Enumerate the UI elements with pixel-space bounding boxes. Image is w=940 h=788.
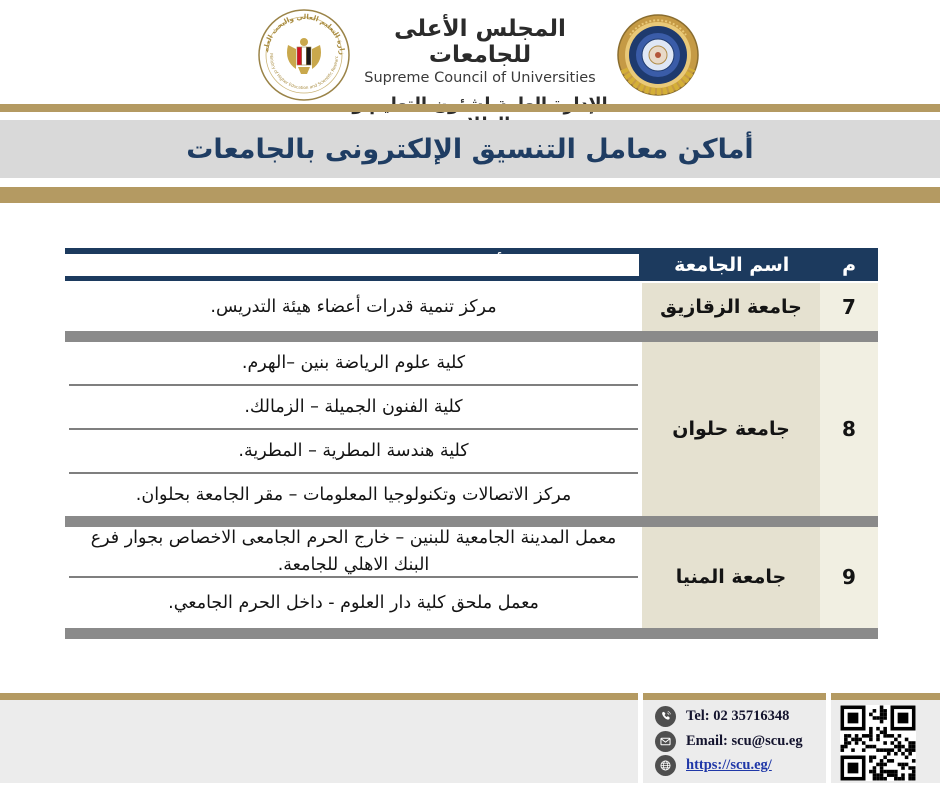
lab-location-cell: كلية هندسة المطرية – المطرية.	[69, 428, 638, 472]
university-name-cell: جامعة حلوان	[642, 342, 820, 516]
org-title-english: Supreme Council of Universities	[364, 69, 596, 86]
document-header: وزارة التعليم العالي والبحث العلمي Minis…	[0, 0, 940, 135]
phone-label: Tel:	[686, 708, 710, 724]
table-row: 7 جامعة الزقازيق مركز تنمية قدرات أعضاء هي…	[65, 283, 878, 331]
lab-locations-stack: معمل المدينة الجامعية للبنين – خارج الحر…	[69, 527, 638, 628]
footer-gold-bar-top	[0, 693, 940, 700]
page-title: أماكن معامل التنسيق الإلكترونى بالجامعات	[186, 133, 754, 165]
table-row: 9 جامعة المنيا معمل المدينة الجامعية للبني…	[65, 527, 878, 628]
gold-divider-under-title	[0, 187, 940, 203]
university-name-cell: جامعة المنيا	[642, 527, 820, 628]
lab-locations-stack: كلية علوم الرياضة بنين –الهرم. كلية الفنو…	[69, 342, 638, 516]
email-text: Email: scu@scu.eg	[686, 733, 803, 750]
org-title-block: المجلس الأعلى للجامعات Supreme Council o…	[352, 16, 608, 135]
university-name-cell: جامعة الزقازيق	[642, 283, 820, 331]
universities-table: م اسم الجامعة أماكن معامل التنسيق الالكت…	[65, 248, 878, 639]
ministry-emblem-icon: وزارة التعليم العالي والبحث العلمي Minis…	[254, 3, 350, 101]
table-row: 8 جامعة حلوان كلية علوم الرياضة بنين –الهر…	[65, 342, 878, 516]
contact-url-row: https://scu.eg/	[655, 755, 820, 776]
row-separator	[65, 331, 878, 342]
lab-location-cell: كلية الفنون الجميلة – الزمالك.	[69, 384, 638, 428]
col-header-locations: أماكن معامل التنسيق الالكترونى	[65, 253, 640, 276]
col-header-number: م	[842, 253, 857, 276]
scu-gold-seal-icon	[612, 11, 704, 103]
footer-divider-left	[638, 693, 643, 783]
row-separator	[65, 627, 878, 639]
lab-location-cell: مركز تنمية قدرات أعضاء هيئة التدريس.	[210, 296, 497, 317]
lab-location-cell: معمل المدينة الجامعية للبنين – خارج الحر…	[90, 528, 617, 575]
row-separator	[65, 516, 878, 527]
table-header-row: م اسم الجامعة أماكن معامل التنسيق الالكت…	[65, 248, 878, 283]
lab-location-cell: كلية علوم الرياضة بنين –الهرم.	[241, 352, 466, 373]
website-link[interactable]: https://scu.eg/	[686, 757, 772, 773]
title-band: أماكن معامل التنسيق الإلكترونى بالجامعات	[0, 120, 940, 178]
phone-text: Tel: 02 35716348	[686, 708, 789, 725]
globe-icon	[655, 755, 676, 776]
lab-location-cell: معمل ملحق كلية دار العلوم - داخل الحرم ا…	[69, 576, 638, 627]
qr-code	[840, 705, 916, 781]
phone-value: 02 35716348	[713, 708, 790, 724]
contact-phone-row: Tel: 02 35716348	[655, 706, 820, 727]
col-header-university: اسم الجامعة	[674, 253, 790, 276]
org-title-arabic: المجلس الأعلى للجامعات	[394, 16, 566, 69]
email-icon	[655, 730, 676, 752]
lab-location-cell: مركز الاتصالات وتكنولوجيا المعلومات – مق…	[69, 472, 638, 516]
row-number-cell: 7	[820, 283, 878, 331]
phone-icon	[655, 706, 676, 727]
contact-email-row: Email: scu@scu.eg	[655, 730, 820, 752]
row-number-cell: 8	[820, 342, 878, 516]
gold-divider-top	[0, 104, 940, 112]
footer-divider-right	[826, 693, 831, 783]
contact-block: Tel: 02 35716348 Email: scu@scu.eg	[655, 706, 820, 776]
lab-locations-stack: مركز تنمية قدرات أعضاء هيئة التدريس.	[69, 283, 638, 331]
table-body: 7 جامعة الزقازيق مركز تنمية قدرات أعضاء هي…	[65, 283, 878, 639]
email-label: Email:	[686, 732, 728, 749]
email-value: scu@scu.eg	[731, 732, 803, 749]
row-number-cell: 9	[820, 527, 878, 628]
footer-band	[0, 700, 940, 783]
